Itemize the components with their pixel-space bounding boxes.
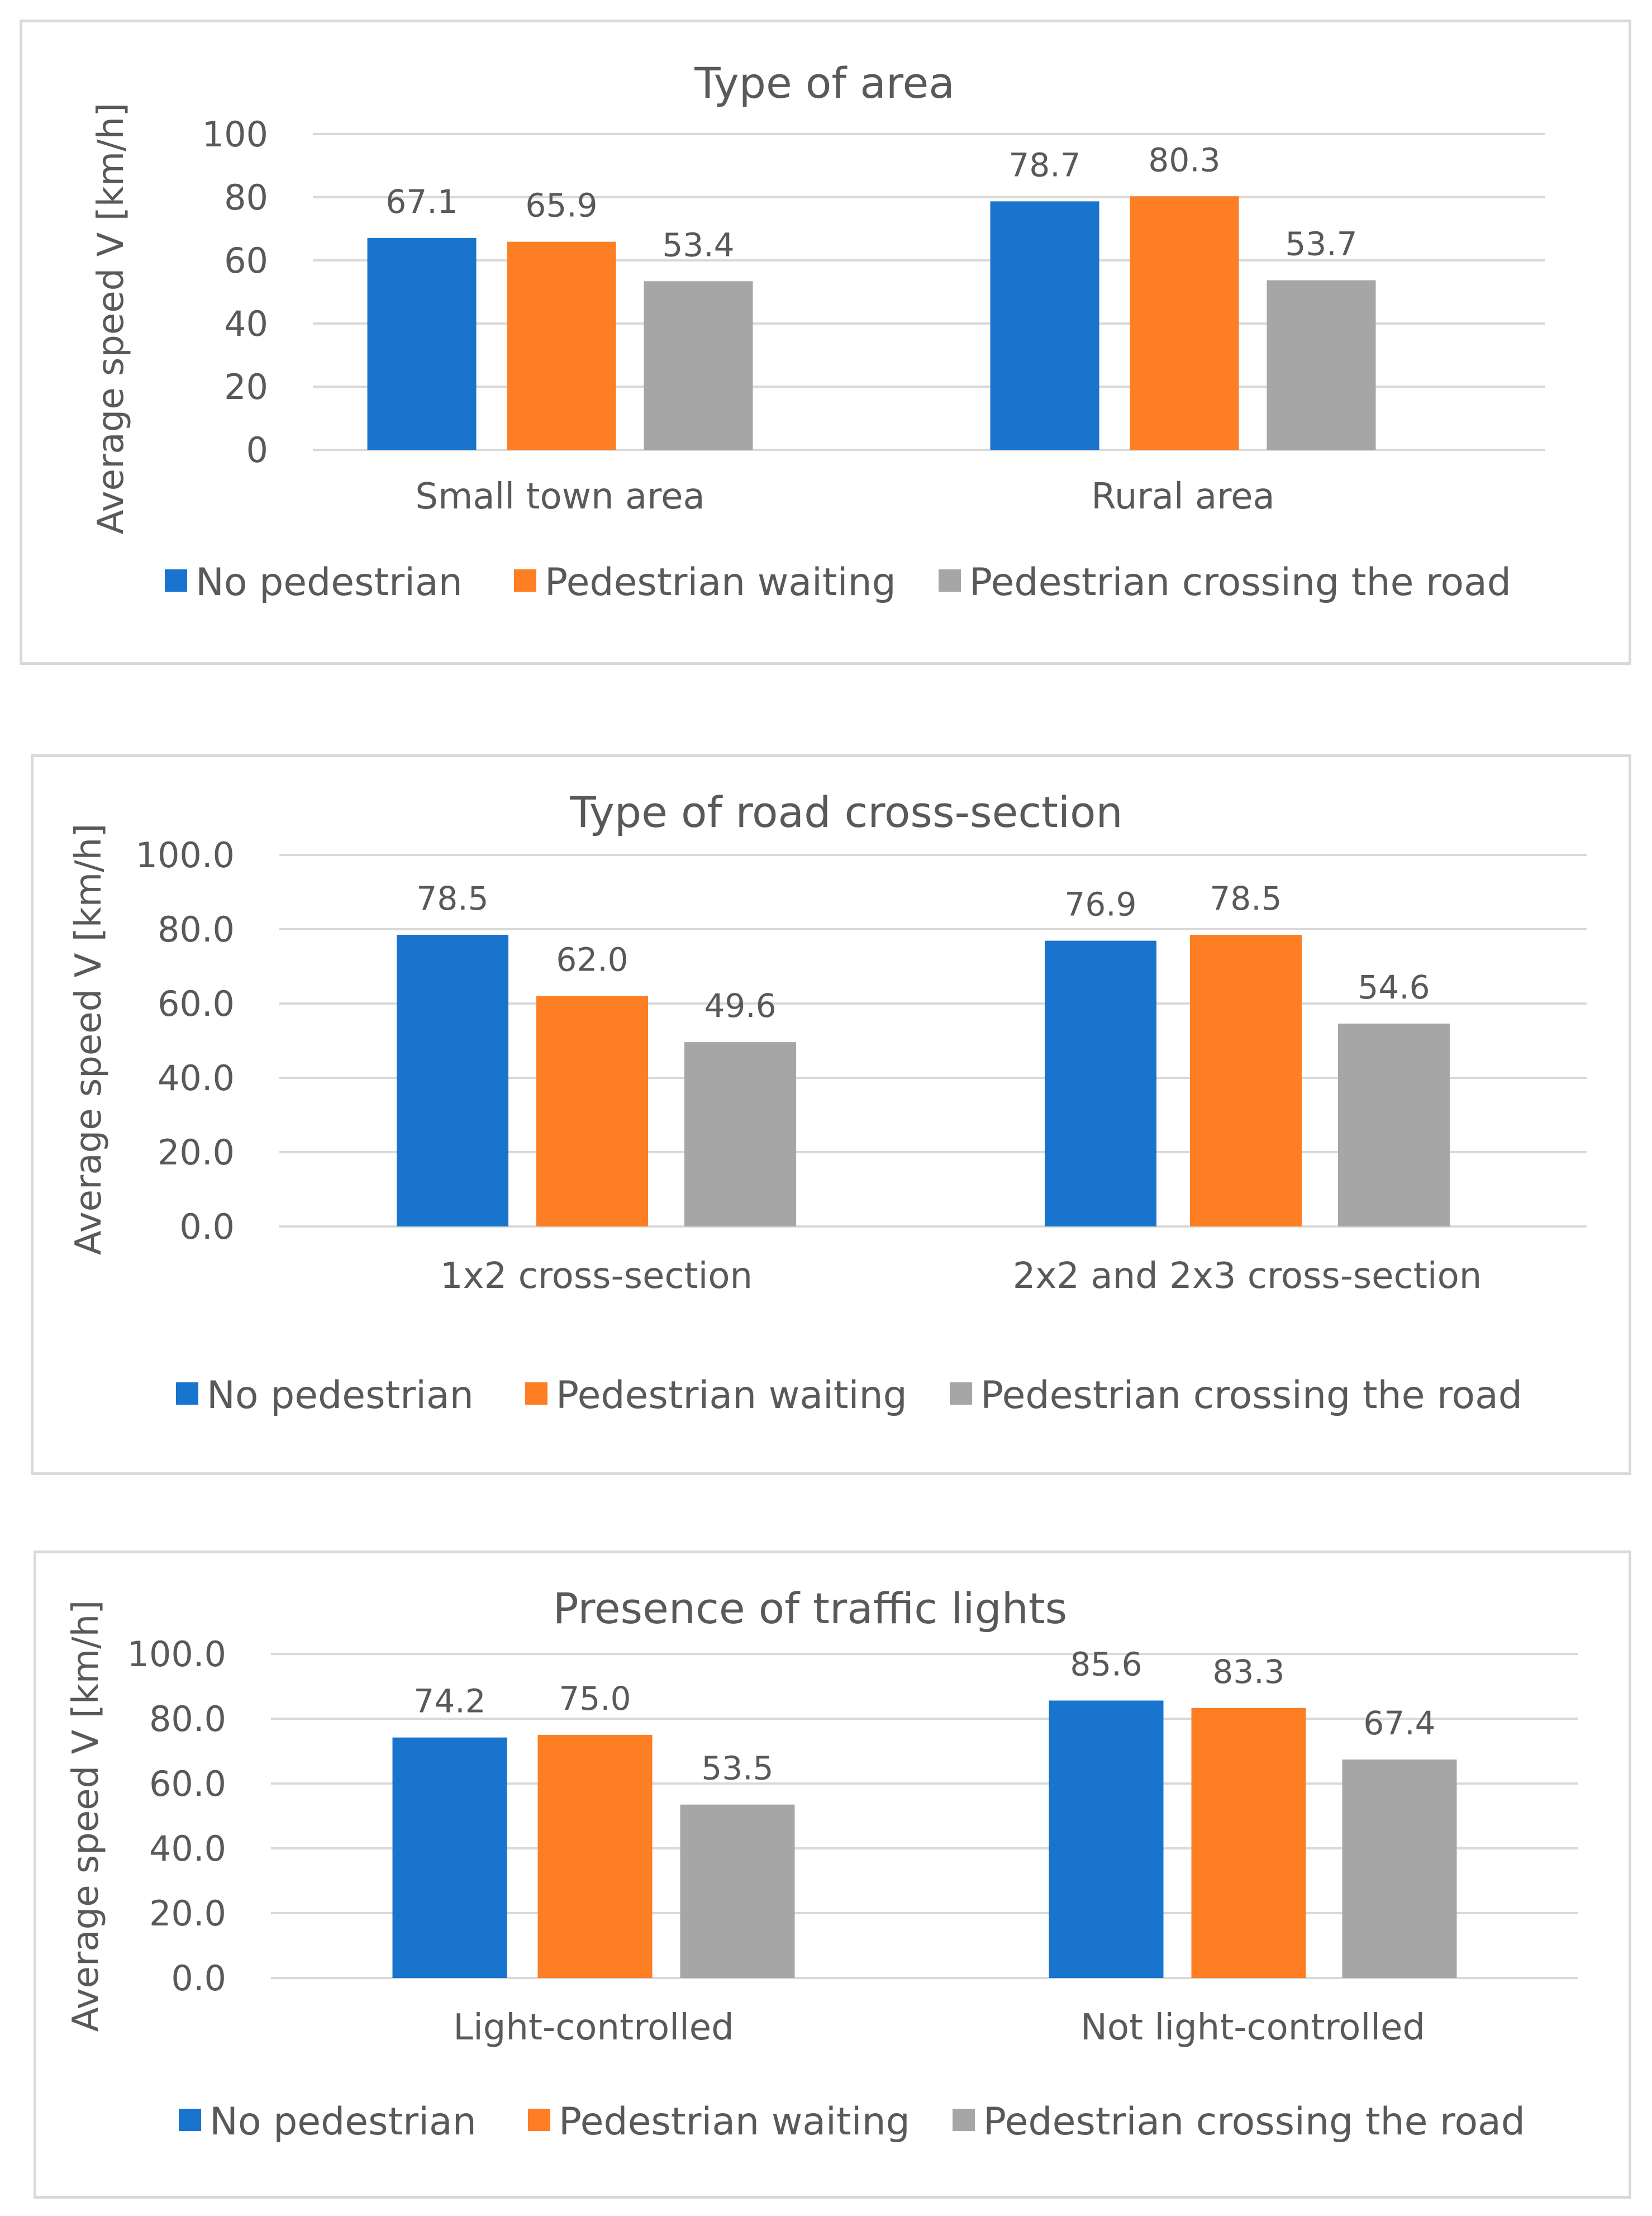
bar-no-pedestrian [990, 201, 1099, 450]
data-label: 53.7 [1285, 225, 1357, 263]
bar-no-pedestrian [1045, 940, 1156, 1226]
legend-swatch [953, 2109, 975, 2131]
legend-swatch [525, 1382, 548, 1405]
chart-road-cross-section: Type of road cross-section 0.0 20.0 40.0 60.… [68, 787, 1587, 1418]
legend-label: Pedestrian waiting [559, 2100, 910, 2144]
bar-pedestrian-waiting [1190, 934, 1302, 1226]
y-tick-label: 0 [246, 430, 268, 470]
chart-panel-road-cross-section: Type of road cross-section 0.0 20.0 40.0 60.… [31, 754, 1631, 1475]
y-tick-label: 40.0 [158, 1058, 235, 1099]
data-label: 75.0 [559, 1680, 631, 1718]
chart-title: Type of area [694, 58, 955, 108]
data-label: 54.6 [1358, 968, 1430, 1006]
chart-panel-traffic-lights: Presence of traffic lights 0.0 20.0 40.0 60.… [34, 1551, 1631, 2199]
legend-swatch [514, 569, 536, 592]
y-tick-label: 80.0 [158, 909, 235, 950]
legend-label: No pedestrian [196, 560, 463, 605]
chart-traffic-lights: Presence of traffic lights 0.0 20.0 40.0 60.… [65, 1583, 1578, 2144]
y-tick-label: 60 [224, 240, 268, 281]
data-label: 78.5 [1210, 879, 1282, 917]
y-tick-label: 100.0 [136, 835, 235, 876]
bar-pedestrian-crossing-the-road [644, 281, 753, 450]
legend-label: Pedestrian crossing the road [980, 1373, 1522, 1418]
data-label: 53.5 [701, 1749, 773, 1787]
data-label: 49.6 [704, 987, 776, 1025]
data-label: 65.9 [525, 187, 597, 225]
data-label: 78.7 [1008, 146, 1080, 184]
y-tick-label: 0.0 [179, 1206, 235, 1247]
y-tick-label: 20.0 [149, 1893, 226, 1934]
y-axis-label: Average speed V [km/h] [68, 824, 110, 1255]
y-tick-label: 80 [224, 177, 268, 218]
bar-pedestrian-crossing-the-road [1267, 280, 1376, 450]
y-axis-label: Average speed V [km/h] [65, 1600, 107, 2032]
chart-type-of-area: Type of area 0 20 40 60 80 100 Average speed V … [91, 58, 1545, 605]
bar-pedestrian-crossing-the-road [684, 1042, 796, 1226]
chart-title: Type of road cross-section [569, 787, 1122, 837]
legend-swatch [179, 2109, 201, 2131]
data-label: 67.1 [385, 183, 458, 221]
x-category-label: 2x2 and 2x3 cross-section [1013, 1256, 1482, 1297]
bar-pedestrian-waiting [507, 241, 616, 450]
x-category-label: Not light-controlled [1080, 2007, 1425, 2048]
y-tick-label: 60.0 [158, 983, 235, 1024]
y-tick-label: 100.0 [127, 1634, 227, 1675]
legend-swatch [165, 569, 187, 592]
legend-label: Pedestrian waiting [556, 1373, 907, 1418]
chart-panel-type-of-area: Type of area 0 20 40 60 80 100 Average speed V … [20, 20, 1631, 665]
x-category-label: Rural area [1091, 476, 1275, 517]
bar-pedestrian-crossing-the-road [680, 1804, 795, 1978]
bar-no-pedestrian [367, 237, 477, 450]
data-label: 78.5 [416, 879, 488, 917]
legend-swatch [528, 2109, 550, 2131]
legend-swatch [950, 1382, 972, 1405]
y-tick-label: 20.0 [158, 1132, 235, 1173]
bar-no-pedestrian [397, 934, 508, 1226]
bar-no-pedestrian [392, 1737, 507, 1978]
bar-pedestrian-waiting [1130, 196, 1239, 450]
y-tick-label: 0.0 [171, 1958, 226, 1999]
data-label: 53.4 [662, 226, 734, 264]
data-label: 80.3 [1148, 141, 1220, 179]
legend-swatch [939, 569, 961, 592]
bar-pedestrian-crossing-the-road [1338, 1023, 1450, 1226]
legend-swatch [176, 1382, 198, 1405]
bar-pedestrian-waiting [537, 1735, 653, 1978]
legend-label: No pedestrian [210, 2100, 477, 2144]
legend-label: No pedestrian [207, 1373, 474, 1418]
y-tick-label: 40.0 [149, 1828, 226, 1869]
y-tick-label: 100 [202, 114, 268, 155]
data-label: 74.2 [413, 1682, 485, 1720]
legend-label: Pedestrian crossing the road [969, 560, 1511, 605]
y-tick-label: 20 [224, 367, 268, 407]
chart-title: Presence of traffic lights [553, 1583, 1068, 1633]
x-category-label: Small town area [415, 476, 704, 517]
bar-pedestrian-waiting [536, 996, 648, 1226]
data-label: 62.0 [556, 941, 628, 979]
bar-pedestrian-crossing-the-road [1342, 1760, 1457, 1978]
y-axis-label: Average speed V [km/h] [91, 103, 132, 534]
bar-pedestrian-waiting [1191, 1708, 1306, 1978]
y-tick-label: 60.0 [149, 1763, 226, 1804]
y-tick-label: 80.0 [149, 1699, 226, 1739]
y-tick-label: 40 [224, 303, 268, 344]
data-label: 67.4 [1363, 1704, 1435, 1742]
data-label: 83.3 [1212, 1653, 1284, 1691]
bar-no-pedestrian [1049, 1700, 1164, 1978]
data-label: 76.9 [1064, 886, 1136, 924]
x-category-label: 1x2 cross-section [440, 1256, 753, 1297]
x-category-label: Light-controlled [453, 2007, 734, 2048]
data-label: 85.6 [1070, 1646, 1142, 1684]
legend-label: Pedestrian waiting [545, 560, 896, 605]
legend-label: Pedestrian crossing the road [983, 2100, 1525, 2144]
